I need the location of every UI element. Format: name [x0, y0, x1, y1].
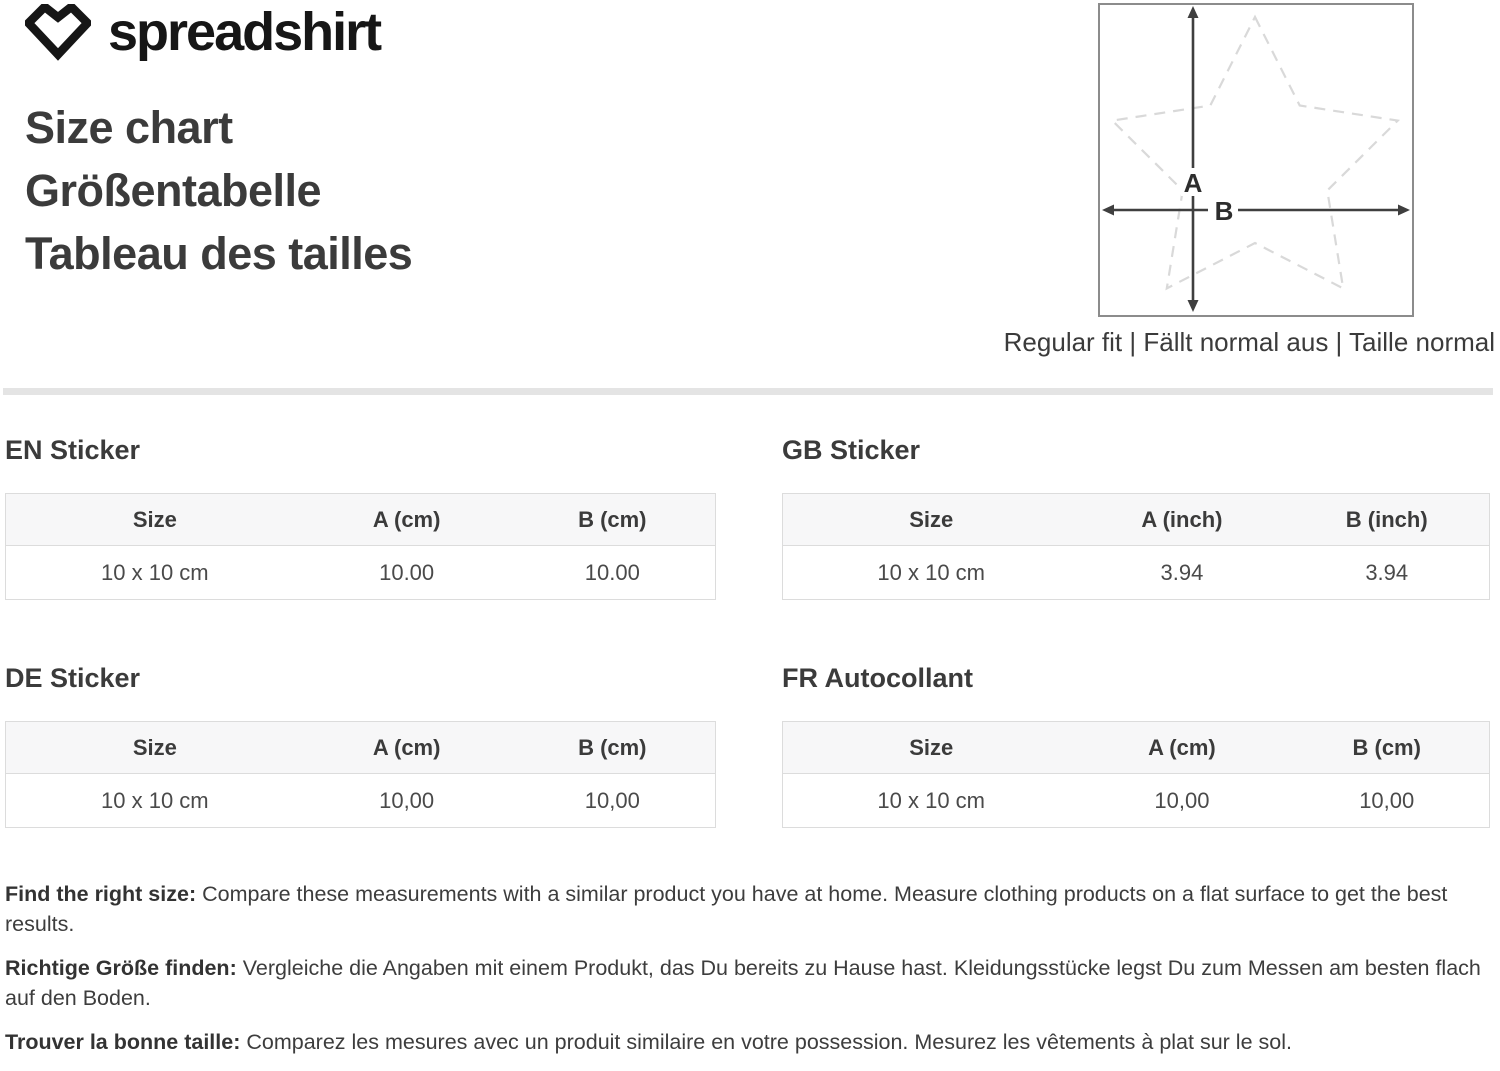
diagram-frame: [1098, 3, 1414, 317]
a-value-cell: 10.00: [303, 545, 510, 600]
table-title: DE Sticker: [5, 663, 141, 693]
page-title-en: Size chart: [25, 102, 233, 153]
size-table: Size A (cm) B (cm) 10 x 10 cm 10,00 10,0…: [782, 721, 1490, 828]
table-row: 10 x 10 cm 10,00 10,00: [5, 773, 716, 828]
label-b: B: [1215, 196, 1234, 226]
b-value-cell: 10,00: [1284, 773, 1490, 828]
table-header-row: Size A (cm) B (cm): [5, 493, 716, 546]
col-header-b: B (cm): [509, 721, 716, 774]
size-table: Size A (cm) B (cm) 10 x 10 cm 10,00 10,0…: [5, 721, 716, 828]
table-row: 10 x 10 cm 10.00 10.00: [5, 545, 716, 600]
b-value-cell: 10,00: [509, 773, 716, 828]
size-table-section-fr: FR Autocollant Size A (cm) B (cm) 10 x 1…: [782, 663, 1490, 828]
size-cell: 10 x 10 cm: [782, 773, 1080, 828]
col-header-size: Size: [5, 493, 304, 546]
table-title: EN Sticker: [5, 435, 141, 465]
table-row: 10 x 10 cm 10,00 10,00: [782, 773, 1490, 828]
col-header-size: Size: [5, 721, 304, 774]
col-header-a: A (inch): [1079, 493, 1285, 546]
col-header-b: B (inch): [1284, 493, 1490, 546]
size-cell: 10 x 10 cm: [5, 773, 304, 828]
size-table-section-gb: GB Sticker Size A (inch) B (inch) 10 x 1…: [782, 435, 1490, 600]
size-table-section-en: EN Sticker Size A (cm) B (cm) 10 x 10 cm…: [5, 435, 716, 600]
section-divider: [3, 388, 1493, 395]
table-row: 10 x 10 cm 3.94 3.94: [782, 545, 1490, 600]
star-outline-icon: [1109, 14, 1401, 291]
brand-logo: spreadshirt: [25, 1, 382, 63]
b-value-cell: 10.00: [509, 545, 716, 600]
a-value-cell: 3.94: [1079, 545, 1285, 600]
col-header-size: Size: [782, 493, 1080, 546]
hint-de: Richtige Größe finden: Vergleiche die Ang…: [5, 953, 1494, 1013]
hint-fr: Trouver la bonne taille: Comparez les mes…: [5, 1027, 1494, 1057]
measure-a-arrow: [1187, 6, 1199, 312]
table-title: GB Sticker: [782, 435, 921, 465]
measurement-diagram: A B: [1098, 3, 1414, 317]
size-table: Size A (inch) B (inch) 10 x 10 cm 3.94 3…: [782, 493, 1490, 600]
size-cell: 10 x 10 cm: [782, 545, 1080, 600]
table-title: FR Autocollant: [782, 663, 973, 693]
a-value-cell: 10,00: [1079, 773, 1285, 828]
measure-b-arrow: [1102, 204, 1410, 216]
page-title-block: Size chart Größentabelle Tableau des tai…: [25, 96, 413, 285]
table-header-row: Size A (cm) B (cm): [5, 721, 716, 774]
table-header-row: Size A (cm) B (cm): [782, 721, 1490, 774]
label-a: A: [1184, 168, 1203, 198]
hint-en-lead: Find the right size:: [5, 882, 197, 906]
a-value-cell: 10,00: [303, 773, 510, 828]
page-title-fr: Tableau des tailles: [25, 228, 413, 279]
table-header-row: Size A (inch) B (inch): [782, 493, 1490, 546]
measuring-hints: Find the right size: Compare these measur…: [5, 879, 1494, 1071]
b-value-cell: 3.94: [1284, 545, 1490, 600]
hint-en-text: Compare these measurements with a simila…: [5, 882, 1448, 936]
col-header-a: A (cm): [1079, 721, 1285, 774]
hint-en: Find the right size: Compare these measur…: [5, 879, 1494, 939]
col-header-a: A (cm): [303, 721, 510, 774]
col-header-b: B (cm): [509, 493, 716, 546]
hint-fr-text: Comparez les mesures avec un produit sim…: [246, 1030, 1292, 1054]
col-header-b: B (cm): [1284, 721, 1490, 774]
col-header-size: Size: [782, 721, 1080, 774]
brand-wordmark: spreadshirt: [108, 1, 382, 62]
heart-icon: [25, 4, 91, 61]
page-title-de: Größentabelle: [25, 165, 322, 216]
hint-de-text: Vergleiche die Angaben mit einem Produkt…: [5, 956, 1481, 1010]
size-table-section-de: DE Sticker Size A (cm) B (cm) 10 x 10 cm…: [5, 663, 716, 828]
size-cell: 10 x 10 cm: [5, 545, 304, 600]
col-header-a: A (cm): [303, 493, 510, 546]
hint-de-lead: Richtige Größe finden:: [5, 956, 237, 980]
fit-caption: Regular fit | Fällt normal aus | Taille …: [1003, 327, 1495, 357]
size-table: Size A (cm) B (cm) 10 x 10 cm 10.00 10.0…: [5, 493, 716, 600]
hint-fr-lead: Trouver la bonne taille:: [5, 1030, 241, 1054]
